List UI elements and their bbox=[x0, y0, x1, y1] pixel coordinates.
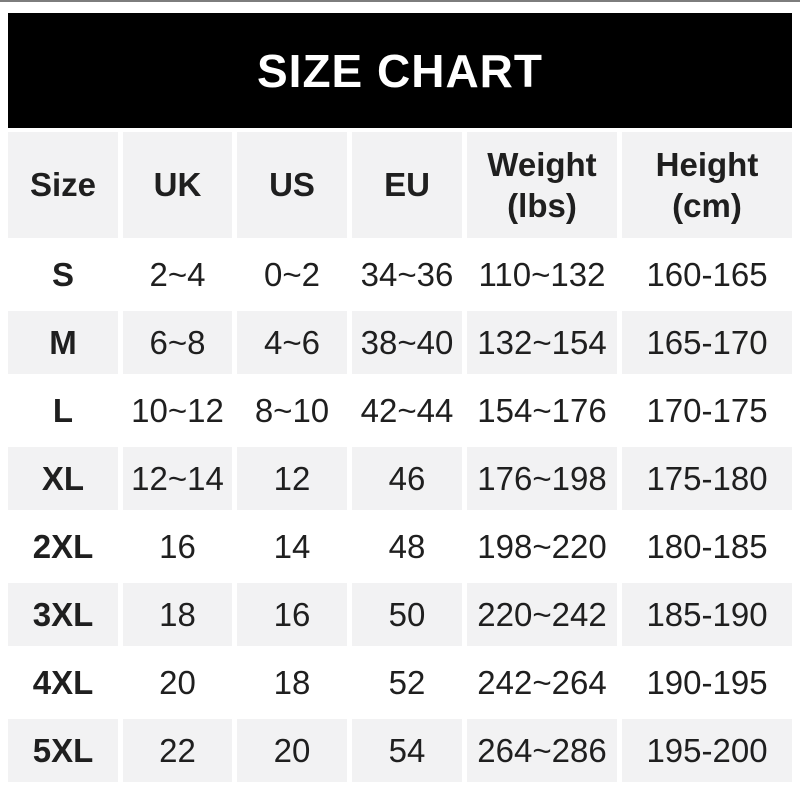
cell-s-uk: 2~4 bbox=[123, 243, 232, 306]
cell-l-eu: 42~44 bbox=[352, 379, 462, 442]
row-label-4xl: 4XL bbox=[8, 651, 118, 714]
cell-m-us: 4~6 bbox=[237, 311, 347, 374]
cell-xl-uk: 12~14 bbox=[123, 447, 232, 510]
top-edge-line bbox=[0, 0, 800, 2]
cell-l-height: 170-175 bbox=[622, 379, 792, 442]
row-label-3xl: 3XL bbox=[8, 583, 118, 646]
cell-xl-height: 175-180 bbox=[622, 447, 792, 510]
column-header-weight: Weight (lbs) bbox=[467, 132, 617, 238]
cell-5xl-eu: 54 bbox=[352, 719, 462, 782]
cell-xl-eu: 46 bbox=[352, 447, 462, 510]
column-header-uk: UK bbox=[123, 132, 232, 238]
cell-l-weight: 154~176 bbox=[467, 379, 617, 442]
cell-m-weight: 132~154 bbox=[467, 311, 617, 374]
cell-m-height: 165-170 bbox=[622, 311, 792, 374]
cell-4xl-height: 190-195 bbox=[622, 651, 792, 714]
cell-2xl-uk: 16 bbox=[123, 515, 232, 578]
cell-s-weight: 110~132 bbox=[467, 243, 617, 306]
cell-3xl-us: 16 bbox=[237, 583, 347, 646]
row-label-2xl: 2XL bbox=[8, 515, 118, 578]
cell-m-eu: 38~40 bbox=[352, 311, 462, 374]
row-label-s: S bbox=[8, 243, 118, 306]
cell-3xl-height: 185-190 bbox=[622, 583, 792, 646]
cell-2xl-us: 14 bbox=[237, 515, 347, 578]
cell-4xl-us: 18 bbox=[237, 651, 347, 714]
column-header-height: Height (cm) bbox=[622, 132, 792, 238]
cell-5xl-height: 195-200 bbox=[622, 719, 792, 782]
cell-s-height: 160-165 bbox=[622, 243, 792, 306]
cell-2xl-eu: 48 bbox=[352, 515, 462, 578]
cell-xl-weight: 176~198 bbox=[467, 447, 617, 510]
cell-xl-us: 12 bbox=[237, 447, 347, 510]
row-label-l: L bbox=[8, 379, 118, 442]
cell-3xl-uk: 18 bbox=[123, 583, 232, 646]
cell-2xl-weight: 198~220 bbox=[467, 515, 617, 578]
row-label-xl: XL bbox=[8, 447, 118, 510]
cell-4xl-weight: 242~264 bbox=[467, 651, 617, 714]
cell-s-eu: 34~36 bbox=[352, 243, 462, 306]
column-header-eu: EU bbox=[352, 132, 462, 238]
cell-3xl-eu: 50 bbox=[352, 583, 462, 646]
cell-5xl-us: 20 bbox=[237, 719, 347, 782]
cell-l-us: 8~10 bbox=[237, 379, 347, 442]
cell-5xl-uk: 22 bbox=[123, 719, 232, 782]
cell-s-us: 0~2 bbox=[237, 243, 347, 306]
cell-l-uk: 10~12 bbox=[123, 379, 232, 442]
row-label-m: M bbox=[8, 311, 118, 374]
cell-m-uk: 6~8 bbox=[123, 311, 232, 374]
column-header-size: Size bbox=[8, 132, 118, 238]
column-header-us: US bbox=[237, 132, 347, 238]
title-bar: SIZE CHART bbox=[8, 13, 792, 128]
size-chart-table: Size UK US EU Weight (lbs) Height (cm) S… bbox=[8, 132, 792, 782]
cell-5xl-weight: 264~286 bbox=[467, 719, 617, 782]
cell-3xl-weight: 220~242 bbox=[467, 583, 617, 646]
cell-4xl-uk: 20 bbox=[123, 651, 232, 714]
cell-4xl-eu: 52 bbox=[352, 651, 462, 714]
page-title: SIZE CHART bbox=[257, 44, 543, 97]
cell-2xl-height: 180-185 bbox=[622, 515, 792, 578]
row-label-5xl: 5XL bbox=[8, 719, 118, 782]
